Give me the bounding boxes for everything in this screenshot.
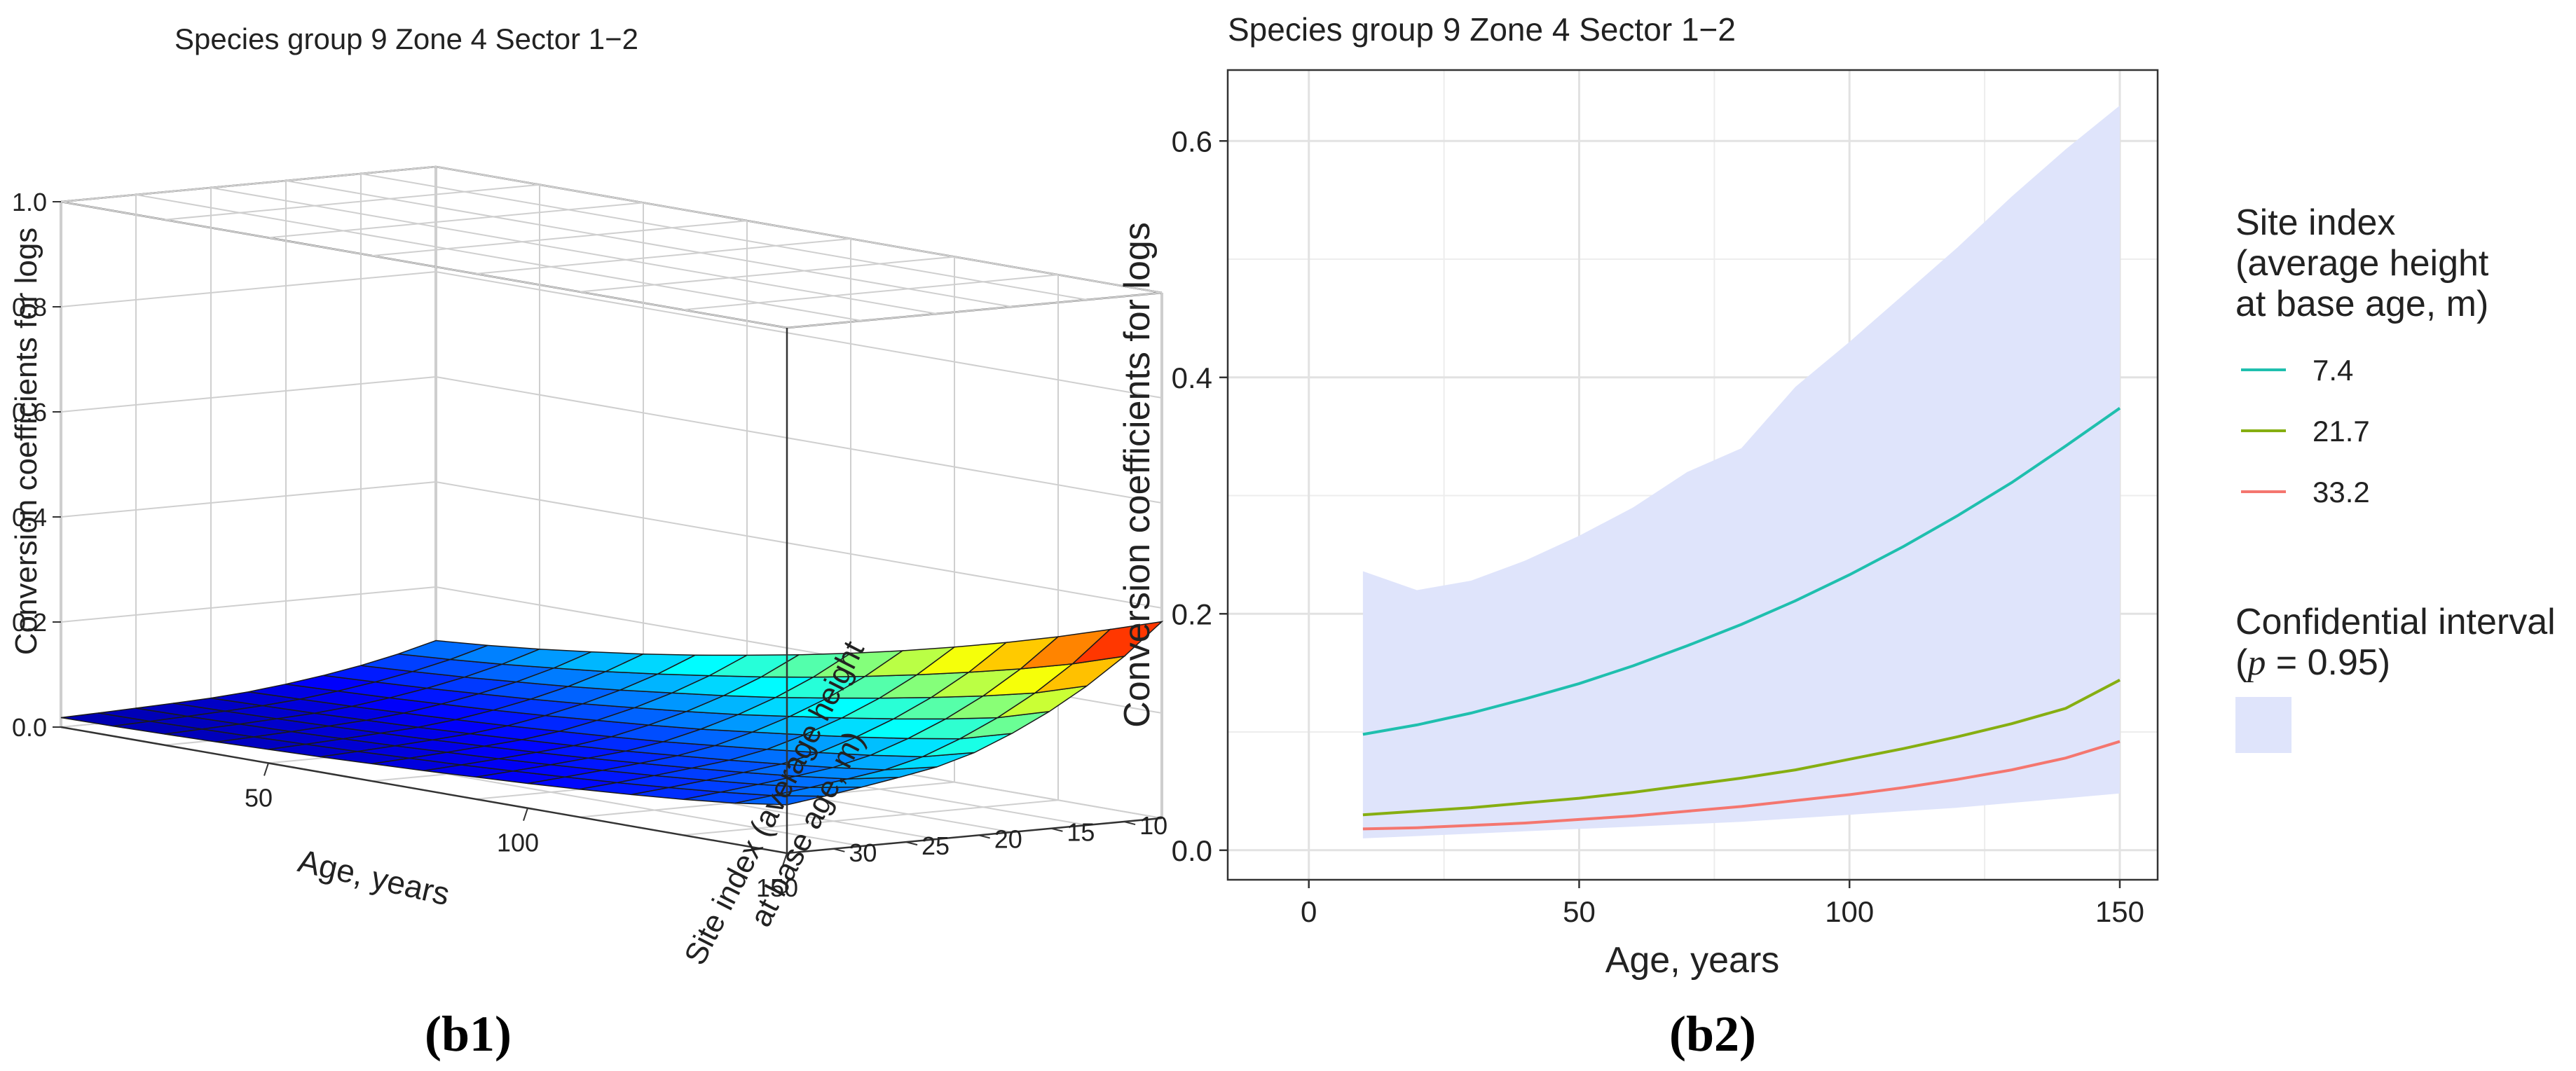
line-panel: Species group 9 Zone 4 Sector 1−2 0 50 100… — [1117, 11, 2556, 1062]
x-tick-label: 50 — [1563, 895, 1596, 928]
legend-band-p-value: = 0.95) — [2266, 642, 2390, 683]
y-tick-mark — [1123, 821, 1136, 826]
confidence-band — [1362, 105, 2120, 838]
line-x-axis-label: Age, years — [1605, 940, 1780, 981]
z-axis-label: Conversion coefficients for logs — [9, 228, 43, 656]
box-edge-front — [786, 817, 1163, 855]
back-wall-grid-z — [435, 376, 1163, 504]
x-axis-label: Age, years — [295, 842, 453, 912]
plot-panel-border — [1226, 69, 2159, 881]
y-tick-labels: 0.0 0.2 0.4 0.6 — [1172, 125, 1228, 867]
legend: Site index (average height at base age, … — [2235, 202, 2556, 753]
z-axis-ticks: 0.0 0.2 0.4 0.6 0.8 1.0 — [12, 188, 61, 742]
y-tick-label: 0.2 — [1172, 597, 1212, 630]
top-grid-a — [475, 237, 851, 275]
top-grid-s — [285, 180, 1013, 308]
caption-b2: (b2) — [1669, 1006, 1756, 1062]
left-wall-grid-z — [60, 586, 437, 623]
back-wall-grid-z — [435, 271, 1163, 399]
x-tick-label: 100 — [1825, 895, 1874, 928]
y-tick-label: 10 — [1139, 811, 1167, 840]
top-grid-a — [164, 184, 540, 221]
legend-label-33.2: 33.2 — [2313, 476, 2370, 509]
y-tick-mark — [978, 834, 990, 839]
top-grid-a — [371, 220, 748, 257]
top-grid-s — [360, 173, 1088, 300]
top-grid-s — [210, 187, 938, 315]
legend-items: 7.4 21.7 33.2 — [2241, 354, 2370, 509]
x-tick-label: 150 — [756, 873, 798, 902]
line-title: Species group 9 Zone 4 Sector 1−2 — [1228, 11, 1736, 48]
top-grid-s — [135, 194, 863, 322]
box-edge-front — [60, 726, 788, 855]
legend-band-title: Confidential interval — [2235, 602, 2556, 642]
x-tick-label: 0 — [1301, 895, 1317, 928]
y-tick-mark — [1051, 827, 1063, 832]
top-grid-a — [60, 166, 437, 202]
y-tick-label: 0.6 — [1172, 125, 1212, 158]
top-grid-a — [786, 292, 1163, 329]
legend-band-p-symbol: p — [2245, 643, 2266, 683]
floor-grid-a — [683, 799, 1059, 836]
surface-grid — [60, 166, 1163, 854]
top-grid-s — [60, 201, 788, 329]
x-tick-label: 100 — [497, 829, 539, 857]
surface-panel: Species group 9 Zone 4 Sector 1−2 0.0 0.2… — [9, 22, 1167, 1062]
legend-title-line-2: (average height — [2235, 243, 2489, 284]
legend-band-subtitle: (p = 0.95) — [2235, 642, 2390, 683]
x-tick-label: 150 — [2095, 895, 2144, 928]
z-tick-label: 0.4 — [12, 503, 47, 532]
series-lines — [1362, 407, 2121, 831]
back-wall-grid-z — [435, 481, 1163, 609]
legend-label-21.7: 21.7 — [2313, 415, 2370, 448]
y-tick-mark — [833, 848, 845, 852]
series-line-7.4 — [1362, 407, 2121, 736]
z-tick-label: 0.6 — [12, 398, 47, 427]
x-axis-ticks: 50 100 150 — [245, 763, 798, 902]
left-wall-grid-z — [60, 376, 437, 413]
y-tick-mark — [905, 841, 918, 846]
top-grid-a — [579, 256, 955, 293]
z-tick-label: 0.2 — [12, 608, 47, 637]
line-y-axis-label: Conversion coefficients for logs — [1117, 222, 1158, 728]
legend-title-line-1: Site index — [2235, 202, 2395, 243]
top-grid-s — [435, 166, 1163, 293]
y-tick-label: 0.0 — [1172, 834, 1212, 867]
legend-band-swatch — [2235, 697, 2291, 753]
x-tick-label: 50 — [245, 783, 273, 812]
series-line-33.2 — [1362, 740, 2121, 831]
y-tick-label: 20 — [994, 824, 1022, 853]
z-tick-label: 0.8 — [12, 293, 47, 322]
top-grid-a — [268, 202, 644, 239]
z-tick-label: 0.0 — [12, 713, 47, 742]
top-grid-a — [683, 274, 1059, 311]
y-axis-ticks: 10 15 20 25 30 — [833, 811, 1167, 867]
legend-title-line-3: at base age, m) — [2235, 284, 2488, 324]
surface-title: Species group 9 Zone 4 Sector 1−2 — [174, 22, 638, 55]
series-line-21.7 — [1362, 679, 2121, 817]
y-tick-label: 0.4 — [1172, 361, 1212, 394]
x-tick-mark — [523, 808, 528, 822]
caption-b1: (b1) — [425, 1006, 512, 1062]
x-tick-labels: 0 50 100 150 — [1301, 880, 2144, 928]
left-wall-grid-z — [60, 271, 437, 308]
surface-facet — [1071, 621, 1164, 665]
x-tick-mark — [263, 763, 269, 776]
y-tick-label: 15 — [1067, 818, 1095, 847]
surface-mesh — [60, 621, 1164, 806]
y-tick-label: 30 — [849, 838, 877, 867]
legend-label-7.4: 7.4 — [2313, 354, 2353, 387]
left-wall-grid-z — [60, 481, 437, 518]
y-tick-label: 25 — [922, 831, 950, 860]
z-tick-label: 1.0 — [12, 188, 47, 216]
surface-box-front — [60, 328, 1163, 855]
x-tick-mark — [782, 852, 788, 866]
